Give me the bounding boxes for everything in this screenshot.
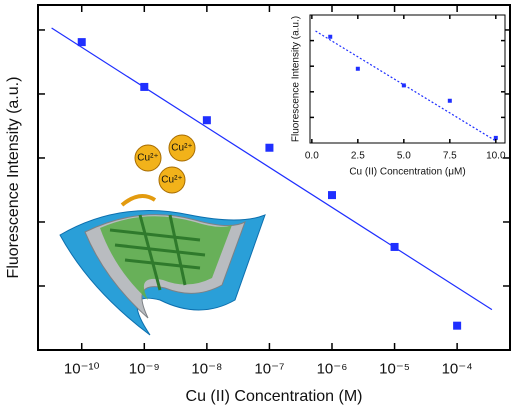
x-axis-label: Cu (II) Concentration (μM) xyxy=(349,167,465,178)
x-tick-label: 5.0 xyxy=(397,151,411,162)
ion-label: Cu²⁺ xyxy=(171,143,192,154)
x-tick-label: 10⁻¹⁰ xyxy=(64,360,100,377)
fit-line xyxy=(315,30,497,142)
plot-frame xyxy=(309,14,506,144)
marker xyxy=(202,116,211,125)
x-tick-label: 10.0 xyxy=(486,151,506,162)
fit-line xyxy=(51,27,493,311)
x-tick-label: 10⁻⁴ xyxy=(442,360,473,377)
marker xyxy=(355,66,360,71)
marker xyxy=(265,143,274,152)
x-tick-label: 0.0 xyxy=(305,151,319,162)
fiber-strands xyxy=(109,214,206,291)
marker xyxy=(328,34,333,39)
ion xyxy=(158,166,186,194)
x-tick-label: 10⁻⁵ xyxy=(379,360,410,377)
plot-frame xyxy=(37,4,511,351)
ion-label: Cu²⁺ xyxy=(161,175,182,186)
marker xyxy=(447,98,452,103)
y-axis-label: Fluorescence Intensity (a.u.) xyxy=(5,77,22,279)
ion xyxy=(168,134,196,162)
marker xyxy=(401,83,406,88)
x-tick-label: 10⁻⁹ xyxy=(129,360,160,377)
fibers xyxy=(100,216,232,300)
marker xyxy=(493,135,498,140)
inset-background xyxy=(310,15,505,143)
ion-label: Cu²⁺ xyxy=(137,153,158,164)
ion xyxy=(134,144,162,172)
arrow xyxy=(120,194,157,207)
marker xyxy=(77,38,86,47)
marker xyxy=(327,191,336,200)
y-axis-label: Fluorescence Intensity (a.u.) xyxy=(291,16,302,142)
x-axis-label: Cu (II) Concentration (M) xyxy=(186,388,363,405)
x-tick-label: 7.5 xyxy=(443,151,457,162)
x-tick-label: 2.5 xyxy=(351,151,365,162)
x-tick-label: 10⁻⁶ xyxy=(317,360,348,377)
illustration: Cu²⁺ Cu²⁺ Cu²⁺ xyxy=(59,134,266,336)
x-tick-label: 10⁻⁷ xyxy=(254,360,284,377)
x-tick-label: 10⁻⁸ xyxy=(191,360,222,377)
marker xyxy=(453,321,462,330)
